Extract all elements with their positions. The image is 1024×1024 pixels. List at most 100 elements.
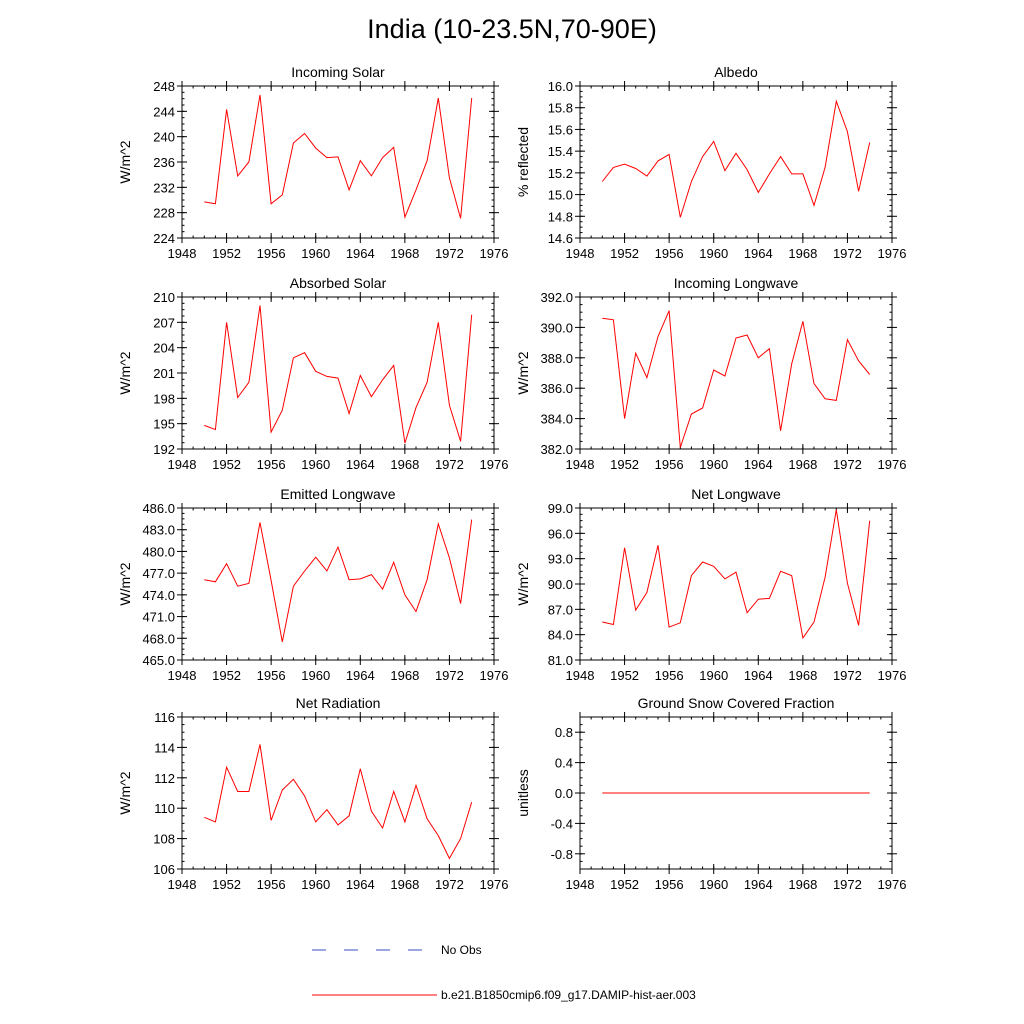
y-tick-label: 244 bbox=[153, 104, 175, 119]
y-tick-label: 240 bbox=[153, 130, 175, 145]
x-tick-label: 1972 bbox=[435, 457, 464, 472]
x-tick-label: 1964 bbox=[346, 877, 375, 892]
x-tick-label: 1976 bbox=[480, 668, 509, 683]
chart-panel-2: Albedo 1948 1952 1956 1960 1964 1968 1972 1976 14… bbox=[515, 64, 906, 261]
plot-frame bbox=[181, 296, 495, 450]
x-tick-label: 1956 bbox=[257, 877, 286, 892]
x-tick-label: 1952 bbox=[212, 668, 241, 683]
x-tick-label: 1972 bbox=[435, 246, 464, 261]
x-tick-label: 1976 bbox=[878, 877, 907, 892]
y-tick-label: 384.0 bbox=[540, 412, 573, 427]
y-tick-label: 474.0 bbox=[142, 588, 175, 603]
y-tick-label: 114 bbox=[154, 740, 175, 755]
x-tick-label: 1948 bbox=[168, 668, 197, 683]
x-tick-label: 1952 bbox=[610, 668, 639, 683]
y-tick-label: 108 bbox=[153, 832, 175, 847]
x-tick-label: 1948 bbox=[566, 246, 595, 261]
y-tick-label: 232 bbox=[153, 180, 175, 195]
x-tick-label: 1960 bbox=[301, 457, 330, 472]
y-tick-label: -0.4 bbox=[551, 816, 573, 831]
x-tick-label: 1976 bbox=[480, 877, 509, 892]
y-tick-label: -0.8 bbox=[551, 847, 573, 862]
plot-frame bbox=[181, 716, 495, 870]
y-tick-label: 15.6 bbox=[548, 122, 573, 137]
series-line-1 bbox=[602, 310, 871, 448]
series-line-1 bbox=[601, 99, 871, 218]
y-tick-label: 248 bbox=[153, 79, 175, 94]
y-tick-label: 224 bbox=[153, 231, 175, 246]
x-tick-label: 1976 bbox=[878, 246, 907, 261]
plot-frame bbox=[579, 507, 893, 661]
y-tick-label: 16.0 bbox=[548, 79, 573, 94]
x-tick-label: 1960 bbox=[699, 877, 728, 892]
y-axis-label: W/m^2 bbox=[117, 562, 133, 605]
x-tick-label: 1956 bbox=[257, 668, 286, 683]
y-tick-label: 96.0 bbox=[548, 526, 573, 541]
chart-title: Absorbed Solar bbox=[290, 275, 387, 291]
plot-frame bbox=[579, 85, 893, 239]
y-tick-label: 198 bbox=[153, 391, 175, 406]
y-tick-label: 116 bbox=[154, 710, 175, 725]
x-tick-label: 1972 bbox=[833, 668, 862, 683]
chart-panel-7: Net Radiation 1948 1952 1956 1960 1964 1968 197… bbox=[117, 695, 508, 892]
y-tick-label: 483.0 bbox=[142, 523, 175, 538]
x-tick-label: 1972 bbox=[833, 877, 862, 892]
chart-panel-5: Emitted Longwave 1948 1952 1956 1960 1964 1968… bbox=[117, 486, 508, 683]
y-tick-label: 87.0 bbox=[548, 602, 573, 617]
y-tick-label: 392.0 bbox=[540, 290, 573, 305]
y-tick-label: 110 bbox=[154, 801, 175, 816]
x-tick-label: 1964 bbox=[346, 457, 375, 472]
y-tick-label: 471.0 bbox=[142, 610, 175, 625]
y-tick-label: 390.0 bbox=[540, 320, 573, 335]
chart-panel-4: Incoming Longwave 1948 1952 1956 1960 1964 196… bbox=[515, 275, 906, 472]
series-line-1 bbox=[204, 519, 473, 642]
chart-title: Incoming Longwave bbox=[674, 275, 799, 291]
x-tick-label: 1956 bbox=[257, 457, 286, 472]
chart-title: Ground Snow Covered Fraction bbox=[638, 695, 835, 711]
y-tick-label: 0.8 bbox=[555, 725, 573, 740]
y-tick-label: 106 bbox=[153, 862, 175, 877]
y-tick-label: 0.4 bbox=[555, 756, 573, 771]
x-tick-label: 1948 bbox=[566, 877, 595, 892]
page-title: India (10-23.5N,70-90E) bbox=[367, 14, 657, 44]
x-tick-label: 1952 bbox=[610, 246, 639, 261]
y-tick-label: 465.0 bbox=[142, 653, 175, 668]
x-tick-label: 1956 bbox=[655, 668, 684, 683]
y-tick-label: 14.6 bbox=[548, 231, 573, 246]
chart-title: Net Radiation bbox=[296, 695, 381, 711]
y-axis-label: % reflected bbox=[515, 127, 531, 197]
x-tick-label: 1956 bbox=[655, 246, 684, 261]
x-tick-label: 1948 bbox=[168, 877, 197, 892]
x-tick-label: 1952 bbox=[212, 246, 241, 261]
y-tick-label: 93.0 bbox=[548, 552, 573, 567]
x-tick-label: 1956 bbox=[257, 246, 286, 261]
y-tick-label: 201 bbox=[153, 366, 175, 381]
chart-panel-3: Absorbed Solar 1948 1952 1956 1960 1964 1968 19… bbox=[117, 275, 508, 472]
y-tick-label: 382.0 bbox=[540, 442, 573, 457]
series-line-1 bbox=[602, 509, 871, 640]
y-tick-label: 99.0 bbox=[548, 501, 573, 516]
x-tick-label: 1960 bbox=[301, 668, 330, 683]
y-tick-label: 210 bbox=[153, 290, 175, 305]
x-tick-label: 1948 bbox=[566, 457, 595, 472]
x-tick-label: 1948 bbox=[168, 457, 197, 472]
x-tick-label: 1968 bbox=[390, 877, 419, 892]
y-tick-label: 468.0 bbox=[142, 631, 175, 646]
x-tick-label: 1964 bbox=[346, 668, 375, 683]
y-tick-label: 486.0 bbox=[142, 501, 175, 516]
y-axis-label: W/m^2 bbox=[117, 140, 133, 183]
y-tick-label: 228 bbox=[153, 206, 175, 221]
y-tick-label: 15.2 bbox=[548, 166, 573, 181]
y-tick-label: 90.0 bbox=[548, 577, 573, 592]
y-tick-label: 112 bbox=[154, 771, 175, 786]
y-axis-label: W/m^2 bbox=[117, 771, 133, 814]
x-tick-label: 1968 bbox=[788, 877, 817, 892]
x-tick-label: 1968 bbox=[788, 246, 817, 261]
x-tick-label: 1964 bbox=[744, 877, 773, 892]
x-tick-label: 1968 bbox=[788, 668, 817, 683]
x-tick-label: 1960 bbox=[699, 457, 728, 472]
y-tick-label: 14.8 bbox=[548, 209, 573, 224]
y-tick-label: 192 bbox=[153, 442, 175, 457]
x-tick-label: 1960 bbox=[699, 246, 728, 261]
chart-panel-1: Incoming Solar 1948 1952 1956 1960 1964 1968 19… bbox=[117, 64, 508, 261]
